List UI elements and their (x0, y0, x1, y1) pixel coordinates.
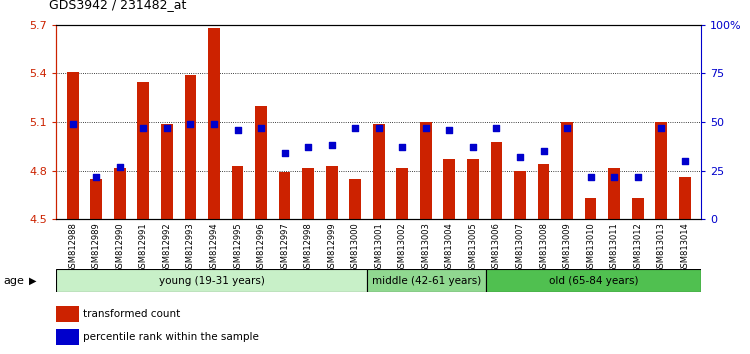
FancyBboxPatch shape (56, 269, 367, 292)
Point (278, 150, 290, 156)
Text: age: age (4, 275, 25, 286)
Point (90, 174, 102, 179)
Point (467, 145, 479, 150)
Text: middle (42-61 years): middle (42-61 years) (372, 275, 482, 286)
Bar (490, 142, 502, 219)
Point (490, 125, 502, 131)
Point (656, 125, 668, 131)
Text: young (19-31 years): young (19-31 years) (158, 275, 265, 286)
Bar (326, 166, 338, 219)
Bar (514, 171, 526, 219)
FancyBboxPatch shape (486, 269, 701, 292)
Bar (608, 167, 620, 219)
Bar (538, 164, 550, 219)
Bar (302, 167, 314, 219)
Text: old (65-84 years): old (65-84 years) (549, 275, 638, 286)
Point (514, 154, 526, 160)
Text: ▶: ▶ (28, 275, 36, 286)
Point (161, 125, 173, 131)
Bar (67, 72, 79, 219)
Point (632, 174, 644, 179)
Point (232, 127, 244, 133)
Bar (208, 28, 220, 219)
Bar (114, 167, 126, 219)
Bar (397, 167, 408, 219)
Bar (279, 172, 290, 219)
Bar (161, 124, 172, 219)
Bar (632, 198, 644, 219)
Point (326, 143, 338, 148)
Bar (232, 166, 244, 219)
Point (350, 125, 361, 131)
Bar (679, 177, 691, 219)
Point (137, 125, 149, 131)
Bar (350, 179, 361, 219)
Point (373, 125, 385, 131)
Point (561, 125, 573, 131)
Bar (585, 198, 596, 219)
Text: GDS3942 / 231482_at: GDS3942 / 231482_at (49, 0, 186, 11)
Bar (56, 329, 80, 345)
Bar (184, 75, 196, 219)
Bar (420, 122, 432, 219)
Point (679, 158, 691, 164)
Bar (137, 81, 149, 219)
Bar (56, 306, 80, 321)
Bar (255, 106, 267, 219)
Point (608, 174, 620, 179)
Bar (373, 124, 385, 219)
Point (420, 125, 432, 131)
Point (538, 149, 550, 154)
Text: transformed count: transformed count (83, 309, 181, 319)
Point (396, 145, 408, 150)
Bar (443, 159, 455, 219)
Point (114, 164, 126, 170)
Text: percentile rank within the sample: percentile rank within the sample (83, 332, 260, 342)
Point (255, 125, 267, 131)
Bar (656, 122, 667, 219)
FancyBboxPatch shape (367, 269, 486, 292)
Point (302, 145, 314, 150)
Point (184, 121, 196, 127)
Point (443, 127, 455, 133)
Bar (91, 179, 102, 219)
Bar (561, 122, 573, 219)
Point (584, 174, 596, 179)
Point (208, 121, 220, 127)
Bar (467, 159, 478, 219)
Point (67, 121, 79, 127)
